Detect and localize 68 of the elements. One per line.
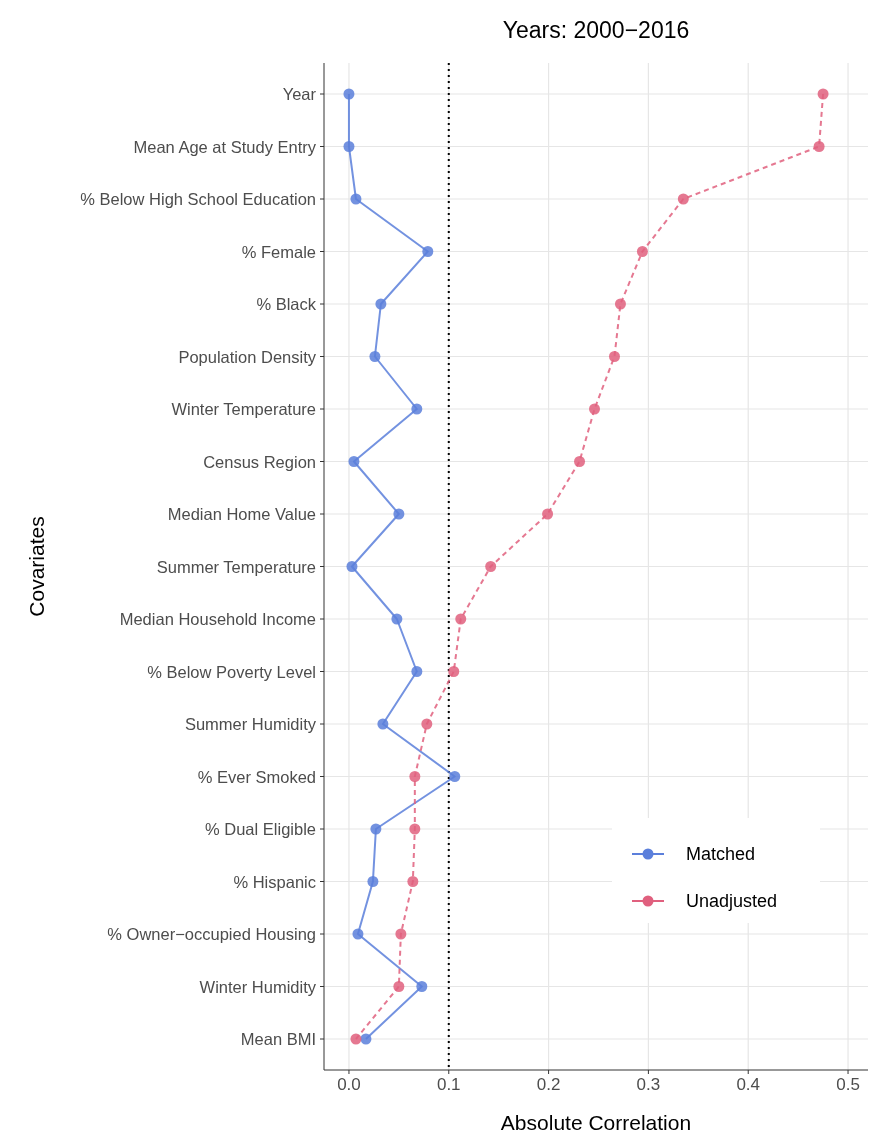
point xyxy=(448,666,460,677)
point xyxy=(813,141,825,152)
y-tick-label: Winter Humidity xyxy=(199,977,317,996)
point xyxy=(608,351,620,362)
point xyxy=(416,981,428,992)
point xyxy=(421,718,433,730)
y-tick-label: Year xyxy=(282,85,317,103)
y-tick-label: Winter Temperature xyxy=(171,400,316,418)
point xyxy=(348,456,360,467)
x-tick-label: 0.2 xyxy=(536,1075,561,1094)
y-tick-label: % Female xyxy=(241,242,316,261)
point xyxy=(395,928,407,940)
point xyxy=(393,981,405,992)
x-tick-label: 0.3 xyxy=(636,1075,661,1094)
y-tick-label: Summer Temperature xyxy=(156,557,316,576)
chart-title: Years: 2000−2016 xyxy=(502,17,690,43)
point xyxy=(574,456,586,467)
y-tick-label: Mean Age at Study Entry xyxy=(133,137,317,156)
legend-label: Matched xyxy=(686,844,756,864)
y-tick-label: % Owner−occupied Housing xyxy=(107,925,316,943)
legend-label: Unadjusted xyxy=(686,891,778,911)
point xyxy=(411,666,423,677)
point xyxy=(375,298,387,310)
point xyxy=(542,508,554,520)
y-tick-label: Median Home Value xyxy=(167,505,316,523)
y-tick-label: % Hispanic xyxy=(233,872,316,891)
point xyxy=(422,246,434,257)
y-tick-label: Population Density xyxy=(178,347,317,366)
x-tick-label: 0.4 xyxy=(736,1075,761,1094)
point xyxy=(350,1033,362,1045)
y-tick-label: Census Region xyxy=(203,452,316,471)
point xyxy=(411,403,423,415)
point xyxy=(677,193,689,205)
point xyxy=(360,1033,372,1045)
x-axis-title: Absolute Correlation xyxy=(500,1111,692,1134)
y-tick-label: Mean BMI xyxy=(240,1030,316,1048)
point xyxy=(369,351,381,362)
y-tick-label: % Ever Smoked xyxy=(197,767,316,786)
point xyxy=(393,508,405,520)
point xyxy=(346,561,358,572)
point xyxy=(409,823,421,835)
y-tick-label: % Dual Eligible xyxy=(205,820,316,838)
point xyxy=(455,613,467,625)
y-tick-label: Summer Humidity xyxy=(184,715,317,733)
x-tick-label: 0.0 xyxy=(337,1075,361,1094)
point xyxy=(485,561,497,572)
y-tick-label: % Below High School Education xyxy=(80,190,316,208)
point xyxy=(407,876,419,887)
point xyxy=(352,928,364,940)
y-tick-label: % Below Poverty Level xyxy=(147,662,316,681)
point xyxy=(589,403,600,415)
x-tick-label: 0.1 xyxy=(436,1075,461,1094)
point xyxy=(343,88,355,100)
point xyxy=(614,298,626,310)
point xyxy=(817,88,829,100)
x-tick-label: 0.5 xyxy=(836,1075,860,1094)
y-axis-title: Covariates xyxy=(25,516,48,617)
y-tick-label: Median Household Income xyxy=(119,610,316,628)
point xyxy=(350,193,362,205)
point xyxy=(370,823,382,835)
point xyxy=(367,876,379,887)
point xyxy=(343,141,355,152)
point xyxy=(636,246,648,257)
point xyxy=(449,771,461,782)
point xyxy=(391,613,403,625)
y-tick-label: % Black xyxy=(256,295,317,313)
point xyxy=(377,718,389,730)
point xyxy=(409,771,421,782)
